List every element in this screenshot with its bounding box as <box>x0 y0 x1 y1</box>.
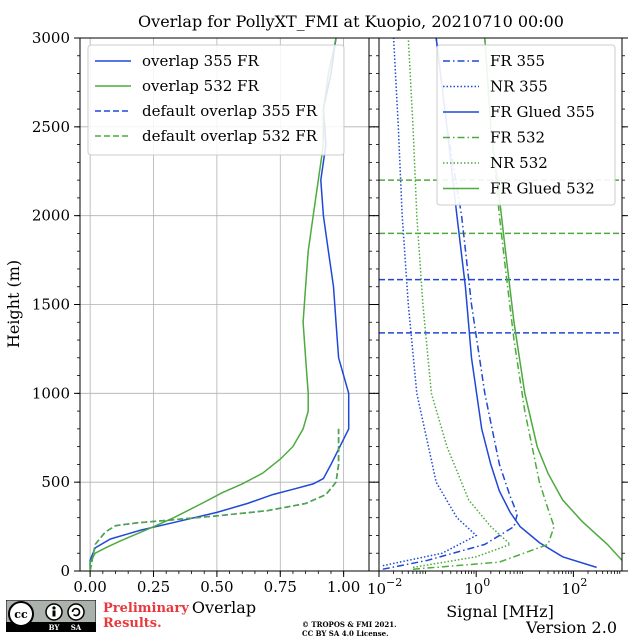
legend-box <box>87 44 345 156</box>
copyright-line-1: © TROPOS & FMI 2021. <box>302 620 397 629</box>
series-line-default-overlap-532-fr <box>89 428 340 571</box>
by-label: BY <box>49 623 61 632</box>
copyright-line-2: CC BY SA 4.0 License. <box>302 629 389 638</box>
preliminary-line-1: Preliminary <box>103 601 189 616</box>
right-ticks: 10 −2 10 0 10 2 <box>367 37 628 598</box>
y-tick-label: 2500 <box>32 118 70 136</box>
left-series-lines <box>89 38 350 571</box>
legend-entry: overlap 532 FR <box>142 77 259 95</box>
left-ylabel: Height (m) <box>4 260 23 348</box>
cc-icon <box>8 601 34 627</box>
x-tick-exponent: −2 <box>386 576 402 589</box>
legend-entry: FR 532 <box>490 129 545 147</box>
y-tick-label: 2000 <box>32 207 70 225</box>
preliminary-note: Preliminary Results. <box>103 601 198 631</box>
y-tick-label: 0 <box>60 562 70 580</box>
cc-by-sa-badge: cc BY SA <box>6 600 96 632</box>
preliminary-line-2: Results. <box>103 616 162 631</box>
legend-entry: default overlap 355 FR <box>142 102 318 120</box>
y-tick-label: 1000 <box>32 384 70 402</box>
legend-entry: NR 355 <box>490 78 548 96</box>
x-tick-label: 0.75 <box>264 578 297 596</box>
series-line-default-overlap-355-fr <box>89 428 340 571</box>
legend-entry: default overlap 532 FR <box>142 127 318 145</box>
series-line-overlap-355-fr <box>89 38 350 570</box>
x-tick-exponent: 0 <box>483 576 490 589</box>
y-tick-label: 500 <box>41 473 70 491</box>
x-tick-label: 0.25 <box>137 578 170 596</box>
sa-label: SA <box>71 623 82 632</box>
version-label: Version 2.0 <box>526 618 617 637</box>
x-tick-label: 10 <box>367 580 386 598</box>
chart-title: Overlap for PollyXT_FMI at Kuopio, 20210… <box>138 12 564 31</box>
legend-box <box>436 44 616 206</box>
x-tick-label: 10 <box>561 580 580 598</box>
x-tick-label: 0.50 <box>200 578 233 596</box>
series-line-nr-532 <box>407 38 512 569</box>
share-alike-icon <box>67 603 85 621</box>
right-legend: FR 355 NR 355 FR Glued 355 FR 532 NR 532 FR G… <box>436 44 616 206</box>
legend-entry: NR 532 <box>490 154 548 172</box>
copyright-note: © TROPOS & FMI 2021. CC BY SA 4.0 Licens… <box>302 620 442 638</box>
legend-entry: FR 355 <box>490 52 545 70</box>
left-xlabel: Overlap <box>192 598 256 617</box>
series-line-nr-355 <box>382 38 478 567</box>
x-tick-label: 0.00 <box>73 578 106 596</box>
cc-letters: cc <box>14 608 28 621</box>
x-tick-label: 1.00 <box>327 578 360 596</box>
series-line-fr-glued-355 <box>435 38 597 569</box>
y-tick-label: 3000 <box>32 29 70 47</box>
legend-entry: FR Glued 355 <box>490 103 595 121</box>
series-line-overlap-532-fr <box>89 38 337 570</box>
y-tick-label: 1500 <box>32 296 70 314</box>
x-tick-label: 10 <box>464 580 483 598</box>
left-legend: overlap 355 FR overlap 532 FR default over… <box>87 44 345 156</box>
right-xlabel: Signal [MHz] <box>446 602 554 621</box>
legend-entry: overlap 355 FR <box>142 52 259 70</box>
legend-entry: FR Glued 532 <box>490 180 595 198</box>
x-tick-exponent: 2 <box>580 576 587 589</box>
